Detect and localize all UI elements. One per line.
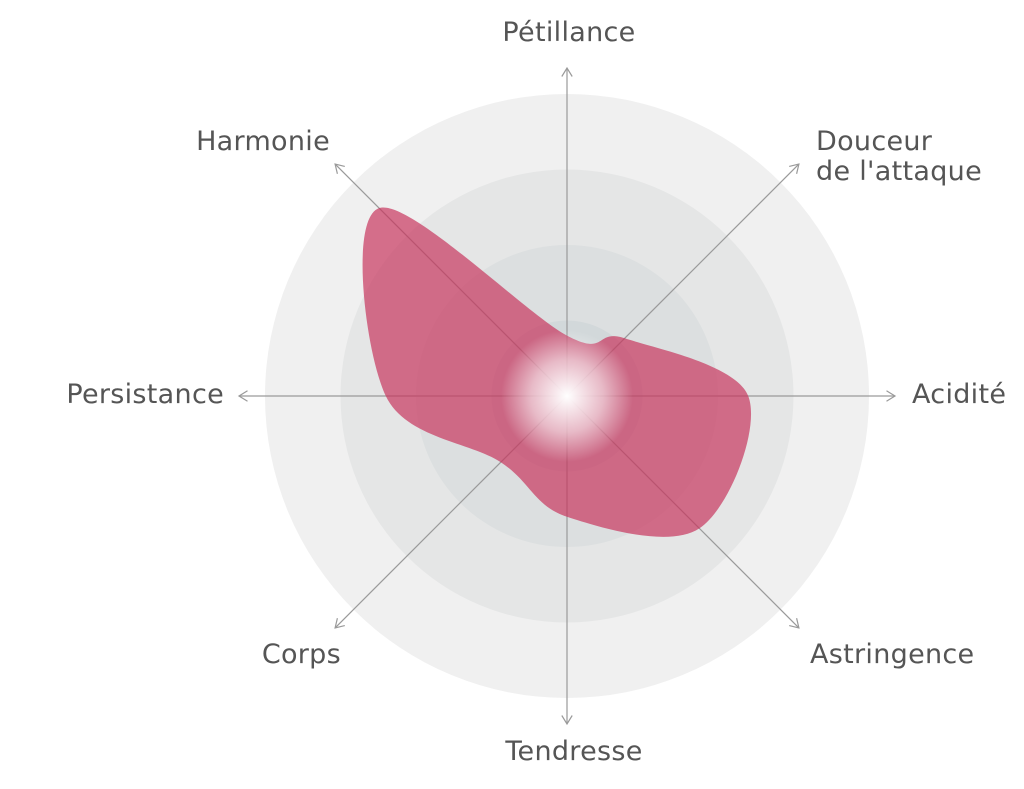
axis-arrow-1: [789, 163, 800, 174]
axis-label-astringence: Astringence: [810, 639, 975, 670]
axis-arrow-7: [334, 163, 345, 174]
axis-label-petillance: Pétillance: [502, 17, 636, 48]
data-point-5: [499, 460, 503, 464]
axis-arrow-2: [886, 390, 897, 402]
axis-label-persistance: Persistance: [66, 379, 224, 410]
data-point-6: [384, 394, 388, 398]
axis-label-harmonie: Harmonie: [196, 126, 330, 157]
axis-label-acidite: Acidité: [912, 379, 1007, 410]
data-point-0: [565, 334, 569, 338]
data-point-1: [623, 336, 627, 340]
axis-label-tendresse: Tendresse: [505, 736, 643, 767]
axis-label-douceur-attaque: Douceur de l'attaque: [816, 126, 982, 187]
axis-arrow-6: [237, 390, 248, 402]
axis-arrow-5: [334, 618, 345, 629]
axis-arrow-4: [561, 715, 573, 726]
data-point-4: [565, 515, 569, 519]
axis-label-corps: Corps: [261, 639, 341, 670]
data-point-3: [697, 526, 701, 530]
axis-arrow-3: [789, 618, 800, 629]
data-point-2: [746, 394, 750, 398]
axis-arrow-0: [561, 66, 573, 77]
data-point-7: [377, 206, 381, 210]
center-glow: [501, 330, 633, 462]
